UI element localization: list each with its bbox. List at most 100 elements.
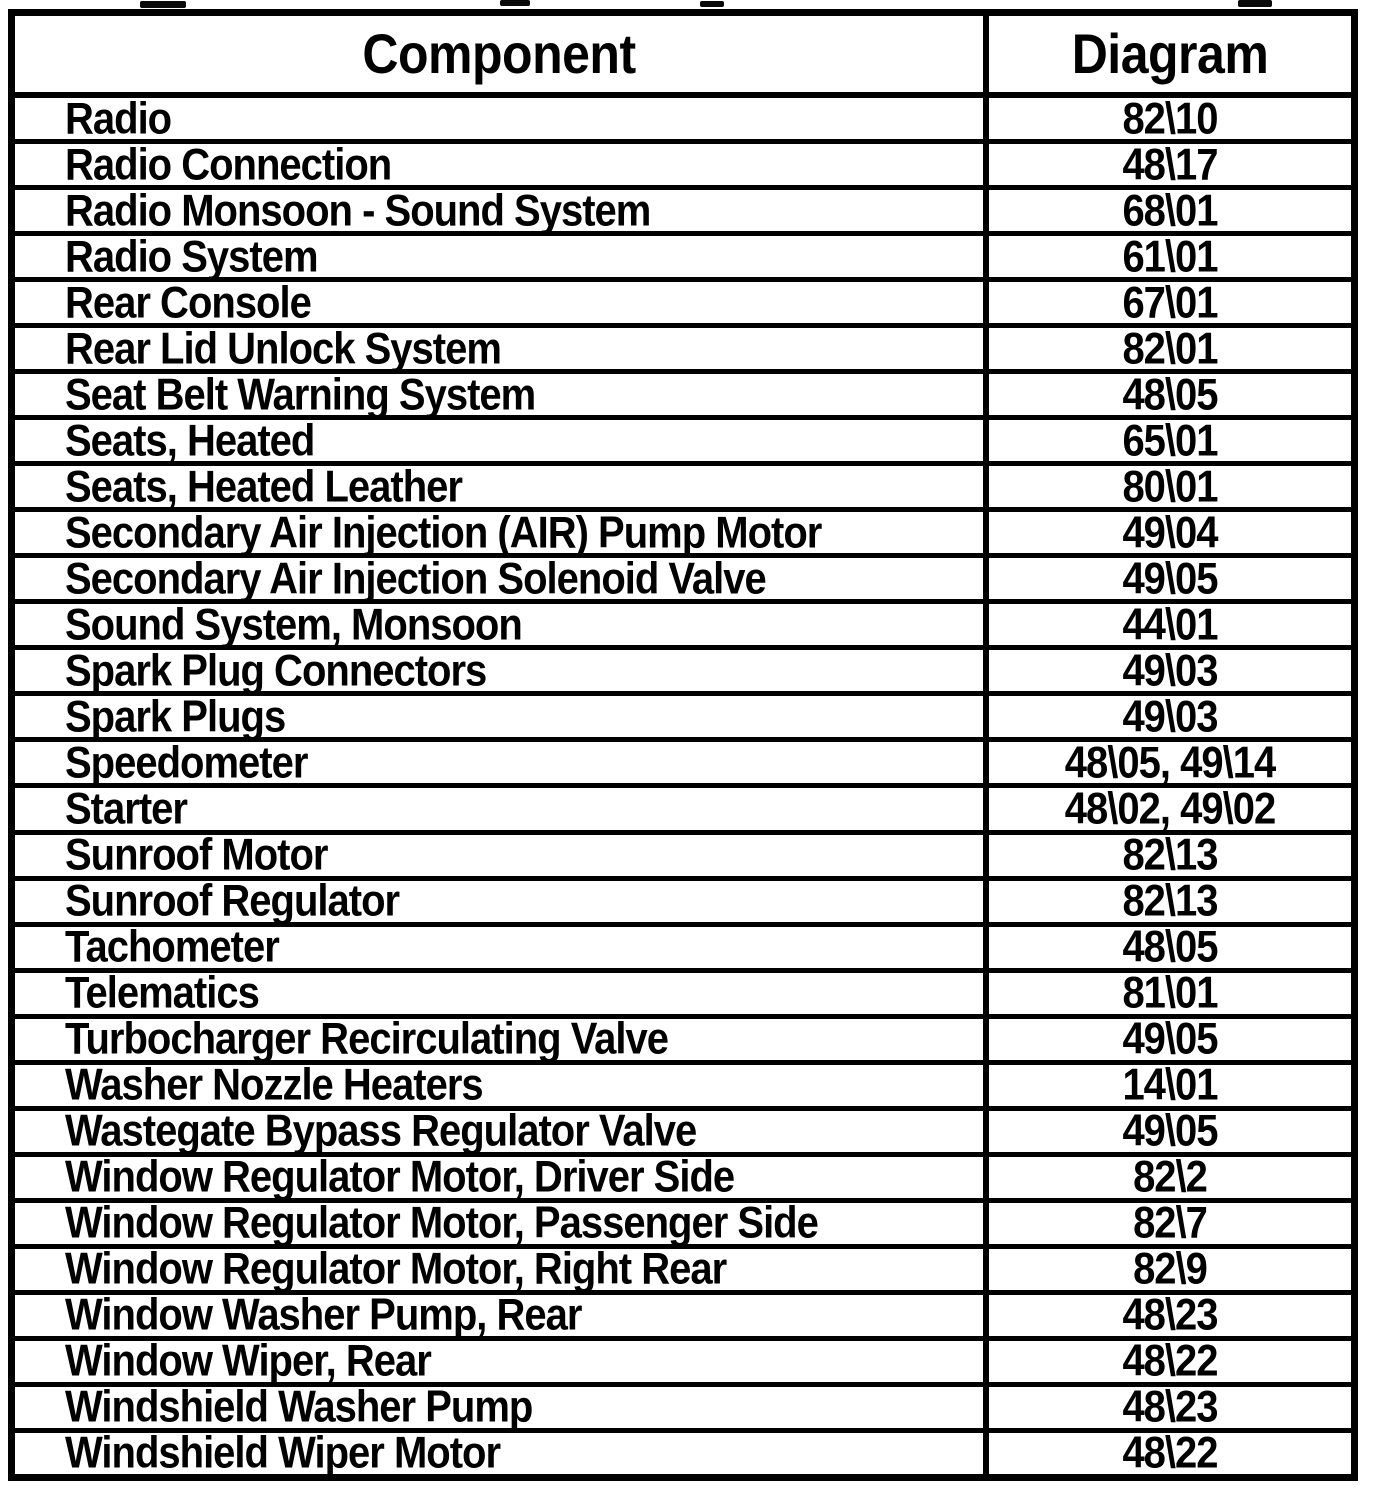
diagram-cell-text: 14\01	[1122, 1064, 1218, 1106]
diagram-cell-text: 48\22	[1122, 1340, 1218, 1382]
diagram-cell: 14\01	[989, 1065, 1351, 1106]
table-row: Starter 48\02, 49\02	[15, 788, 1351, 835]
diagram-cell-text: 48\17	[1122, 144, 1218, 186]
diagram-cell: 65\01	[989, 420, 1351, 461]
component-cell: Window Regulator Motor, Passenger Side	[15, 1202, 989, 1244]
diagram-cell-text: 48\23	[1122, 1386, 1218, 1428]
diagram-cell: 82\13	[989, 835, 1351, 876]
diagram-cell: 48\23	[989, 1295, 1351, 1336]
table-row: Windshield Wiper Motor 48\22	[15, 1432, 1351, 1474]
table-row: Radio Monsoon - Sound System 68\01	[15, 190, 1351, 237]
component-cell: Windshield Wiper Motor	[15, 1432, 989, 1474]
component-cell: Tachometer	[15, 926, 989, 968]
diagram-cell: 82\2	[989, 1157, 1351, 1198]
component-cell-text: Wastegate Bypass Regulator Valve	[65, 1110, 697, 1152]
diagram-cell: 48\05	[989, 927, 1351, 968]
column-header-component: Component	[15, 16, 989, 92]
table-row: Seats, Heated 65\01	[15, 420, 1351, 467]
diagram-cell-text: 67\01	[1122, 282, 1218, 324]
table-row: Seats, Heated Leather 80\01	[15, 466, 1351, 513]
component-cell: Seats, Heated Leather	[15, 466, 989, 508]
diagram-cell-text: 44\01	[1122, 604, 1218, 646]
diagram-cell-text: 82\01	[1122, 328, 1218, 370]
diagram-cell: 49\05	[989, 558, 1351, 599]
table-row: Spark Plug Connectors 49\03	[15, 650, 1351, 697]
scan-artifact	[500, 0, 530, 6]
component-cell-text: Window Washer Pump, Rear	[65, 1294, 582, 1336]
diagram-cell-text: 65\01	[1122, 420, 1218, 462]
component-cell: Secondary Air Injection Solenoid Valve	[15, 558, 989, 600]
component-cell-text: Window Regulator Motor, Driver Side	[65, 1156, 735, 1198]
diagram-cell: 82\10	[989, 98, 1351, 139]
diagram-cell: 48\17	[989, 144, 1351, 185]
component-cell: Telematics	[15, 972, 989, 1014]
column-header-diagram: Diagram	[989, 16, 1351, 92]
component-cell: Spark Plugs	[15, 696, 989, 738]
diagram-cell: 49\05	[989, 1019, 1351, 1060]
table-row: Rear Console 67\01	[15, 282, 1351, 329]
component-cell-text: Sound System, Monsoon	[65, 604, 523, 646]
component-cell: Starter	[15, 788, 989, 830]
component-cell-text: Radio	[65, 98, 172, 140]
table-row: Washer Nozzle Heaters 14\01	[15, 1064, 1351, 1111]
diagram-cell: 48\05, 49\14	[989, 742, 1351, 783]
component-cell-text: Window Regulator Motor, Passenger Side	[65, 1202, 819, 1244]
diagram-cell-text: 49\05	[1122, 558, 1218, 600]
table-row: Secondary Air Injection Solenoid Valve 4…	[15, 558, 1351, 605]
diagram-cell: 82\01	[989, 328, 1351, 369]
diagram-cell: 49\03	[989, 696, 1351, 737]
diagram-cell: 49\05	[989, 1111, 1351, 1152]
diagram-cell: 48\02, 49\02	[989, 788, 1351, 829]
diagram-cell: 61\01	[989, 236, 1351, 277]
component-cell-text: Sunroof Motor	[65, 834, 328, 876]
table-row: Window Wiper, Rear 48\22	[15, 1340, 1351, 1387]
component-cell-text: Window Wiper, Rear	[65, 1340, 432, 1382]
diagram-cell-text: 48\23	[1122, 1294, 1218, 1336]
diagram-cell-text: 48\05	[1122, 374, 1218, 416]
component-cell: Radio System	[15, 236, 989, 278]
diagram-cell-text: 49\03	[1122, 650, 1218, 692]
component-cell: Secondary Air Injection (AIR) Pump Motor	[15, 512, 989, 554]
table-row: Wastegate Bypass Regulator Valve 49\05	[15, 1110, 1351, 1157]
component-cell-text: Starter	[65, 788, 188, 830]
table-row: Radio Connection 48\17	[15, 144, 1351, 191]
diagram-cell-text: 82\10	[1122, 98, 1218, 140]
diagram-cell-text: 48\05	[1122, 926, 1218, 968]
diagram-cell: 67\01	[989, 282, 1351, 323]
table-row: Sunroof Regulator 82\13	[15, 880, 1351, 927]
component-cell: Wastegate Bypass Regulator Valve	[15, 1110, 989, 1152]
component-cell-text: Spark Plug Connectors	[65, 650, 487, 692]
table-row: Turbocharger Recirculating Valve 49\05	[15, 1018, 1351, 1065]
component-cell: Radio	[15, 98, 989, 140]
component-diagram-table: Component Diagram Radio 82\10 Radio Conn…	[8, 9, 1358, 1481]
diagram-cell: 49\03	[989, 650, 1351, 691]
component-cell: Seat Belt Warning System	[15, 374, 989, 416]
diagram-cell-text: 49\05	[1122, 1110, 1218, 1152]
diagram-cell: 49\04	[989, 512, 1351, 553]
component-cell-text: Windshield Washer Pump	[65, 1386, 533, 1428]
component-cell: Rear Console	[15, 282, 989, 324]
component-cell: Turbocharger Recirculating Valve	[15, 1018, 989, 1060]
table-body: Radio 82\10 Radio Connection 48\17 Radio…	[15, 98, 1351, 1474]
table-row: Radio System 61\01	[15, 236, 1351, 283]
component-cell: Washer Nozzle Heaters	[15, 1064, 989, 1106]
component-cell: Speedometer	[15, 742, 989, 784]
diagram-cell-text: 49\03	[1122, 696, 1218, 738]
column-header-diagram-label: Diagram	[1071, 22, 1269, 86]
diagram-cell-text: 82\9	[1133, 1248, 1208, 1290]
component-cell-text: Secondary Air Injection (AIR) Pump Motor	[65, 512, 822, 554]
table-row: Rear Lid Unlock System 82\01	[15, 328, 1351, 375]
diagram-cell-text: 68\01	[1122, 190, 1218, 232]
table-row: Radio 82\10	[15, 98, 1351, 145]
component-cell-text: Washer Nozzle Heaters	[65, 1064, 484, 1106]
table-row: Sunroof Motor 82\13	[15, 834, 1351, 881]
scan-artifact	[700, 1, 724, 7]
component-cell: Seats, Heated	[15, 420, 989, 462]
diagram-cell-text: 48\02, 49\02	[1064, 788, 1276, 830]
diagram-cell-text: 61\01	[1122, 236, 1218, 278]
component-cell: Rear Lid Unlock System	[15, 328, 989, 370]
table-row: Speedometer 48\05, 49\14	[15, 742, 1351, 789]
component-cell-text: Window Regulator Motor, Right Rear	[65, 1248, 727, 1290]
component-cell-text: Secondary Air Injection Solenoid Valve	[65, 558, 767, 600]
component-cell-text: Radio System	[65, 236, 319, 278]
